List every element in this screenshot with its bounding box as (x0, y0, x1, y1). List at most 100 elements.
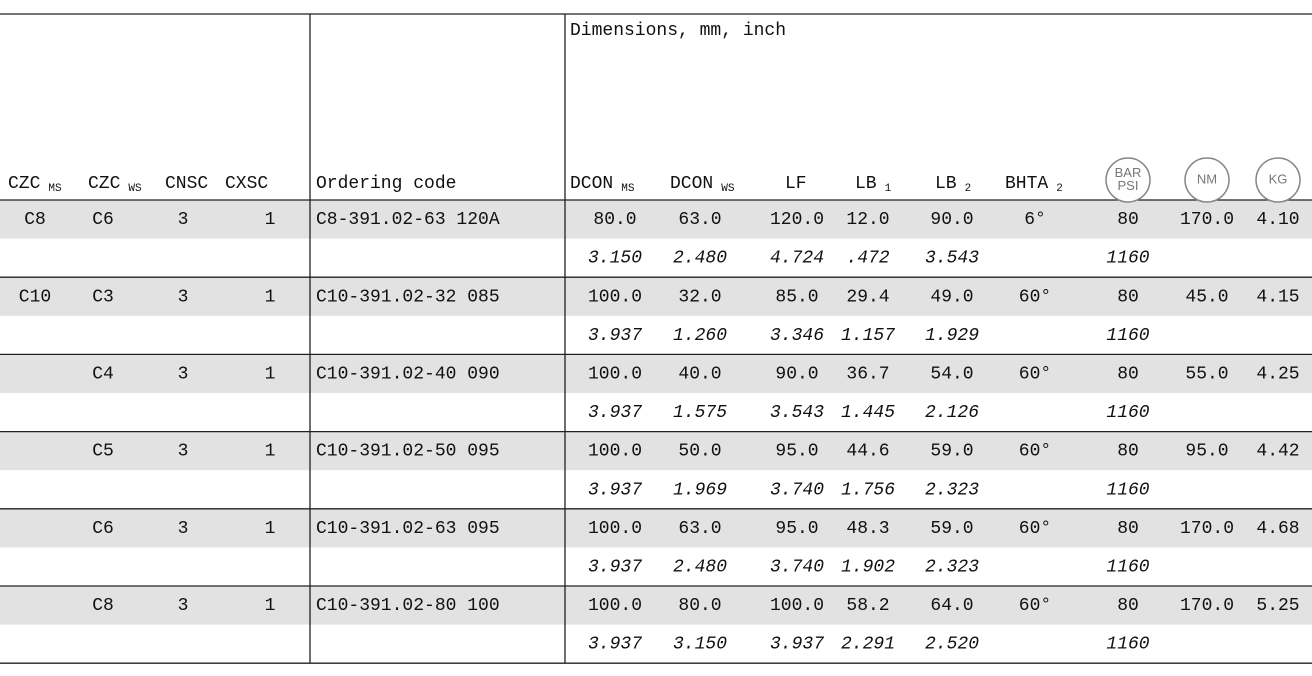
cell: 59.0 (930, 442, 973, 462)
cell: 6° (1024, 210, 1046, 230)
cell: 58.2 (846, 596, 889, 616)
cell: 170.0 (1180, 596, 1234, 616)
cell: C5 (92, 442, 114, 462)
cell: 80.0 (593, 210, 636, 230)
ordering-code: C10-391.02-40 090 (316, 364, 500, 384)
row-band (0, 277, 1312, 316)
cell: 49.0 (930, 287, 973, 307)
unit-icon-label: KG (1269, 171, 1288, 186)
row-band (0, 586, 1312, 625)
cell: 1160 (1106, 635, 1149, 655)
cell: 1160 (1106, 403, 1149, 423)
column-header: DCON (670, 174, 713, 194)
cell: 2.520 (925, 635, 979, 655)
cell: 4.10 (1256, 210, 1299, 230)
ordering-code: C10-391.02-50 095 (316, 442, 500, 462)
cell: 1160 (1106, 249, 1149, 269)
cell: 60° (1019, 519, 1051, 539)
cell: 1160 (1106, 480, 1149, 500)
column-header-sub: 1 (885, 183, 892, 195)
cell: 170.0 (1180, 519, 1234, 539)
cell: 1.445 (841, 403, 895, 423)
cell: 85.0 (775, 287, 818, 307)
cell: 5.25 (1256, 596, 1299, 616)
column-header: CNSC (165, 174, 208, 194)
cell: 12.0 (846, 210, 889, 230)
cell: 2.480 (673, 249, 727, 269)
cell: 2.480 (673, 557, 727, 577)
cell: 80 (1117, 364, 1139, 384)
cell: 100.0 (588, 519, 642, 539)
column-header-sub: 2 (965, 183, 972, 195)
column-header: LF (785, 174, 807, 194)
cell: 3.346 (770, 326, 824, 346)
cell: 4.724 (770, 249, 824, 269)
column-header-sub: MS (621, 183, 635, 195)
column-header: CZC (88, 174, 121, 194)
cell: 3.937 (588, 403, 642, 423)
column-header: Ordering code (316, 174, 456, 194)
cell: 80 (1117, 596, 1139, 616)
cell: 3.740 (770, 557, 824, 577)
unit-icon (1105, 157, 1151, 203)
column-header: CXSC (225, 174, 268, 194)
cell: 95.0 (775, 519, 818, 539)
unit-icon-label: PSI (1118, 178, 1139, 193)
cell: 36.7 (846, 364, 889, 384)
ordering-code: C8-391.02-63 120A (316, 210, 500, 230)
cell: 120.0 (770, 210, 824, 230)
cell: C6 (92, 210, 114, 230)
cell: 55.0 (1185, 364, 1228, 384)
unit-icon-label: BAR (1115, 165, 1142, 180)
cell: 3 (178, 287, 189, 307)
cell: 48.3 (846, 519, 889, 539)
dimensions-title: Dimensions, mm, inch (570, 21, 786, 41)
cell: 3.543 (770, 403, 824, 423)
cell: 1.902 (841, 557, 895, 577)
cell: 2.323 (925, 557, 979, 577)
column-header: LB (855, 174, 877, 194)
cell: 3.150 (588, 249, 642, 269)
cell: 1 (265, 442, 276, 462)
cell: C6 (92, 519, 114, 539)
cell: 4.25 (1256, 364, 1299, 384)
cell: 4.15 (1256, 287, 1299, 307)
cell: 60° (1019, 596, 1051, 616)
cell: 63.0 (678, 210, 721, 230)
cell: 80 (1117, 287, 1139, 307)
row-band (0, 354, 1312, 393)
cell: 32.0 (678, 287, 721, 307)
cell: 63.0 (678, 519, 721, 539)
cell: C4 (92, 364, 114, 384)
cell: 100.0 (588, 442, 642, 462)
cell: 80 (1117, 442, 1139, 462)
cell: 3.150 (673, 635, 727, 655)
cell: 100.0 (588, 364, 642, 384)
column-header-sub: WS (721, 183, 735, 195)
unit-icon (1255, 157, 1301, 203)
cell: 3.937 (770, 635, 824, 655)
cell: 3 (178, 210, 189, 230)
cell: 3 (178, 442, 189, 462)
column-header: DCON (570, 174, 613, 194)
cell: 45.0 (1185, 287, 1228, 307)
cell: 59.0 (930, 519, 973, 539)
cell: 1.756 (841, 480, 895, 500)
cell: 1.575 (673, 403, 727, 423)
cell: 1.969 (673, 480, 727, 500)
cell: 95.0 (775, 442, 818, 462)
cell: 1.260 (673, 326, 727, 346)
cell: 60° (1019, 442, 1051, 462)
cell: 1160 (1106, 557, 1149, 577)
column-header: BHTA (1005, 174, 1048, 194)
cell: 2.291 (841, 635, 895, 655)
cell: 1160 (1106, 326, 1149, 346)
cell: 3 (178, 519, 189, 539)
cell: 3 (178, 364, 189, 384)
cell: 80 (1117, 519, 1139, 539)
cell: 80 (1117, 210, 1139, 230)
column-header: LB (935, 174, 957, 194)
cell: 3.937 (588, 557, 642, 577)
cell: 2.323 (925, 480, 979, 500)
cell: 90.0 (930, 210, 973, 230)
